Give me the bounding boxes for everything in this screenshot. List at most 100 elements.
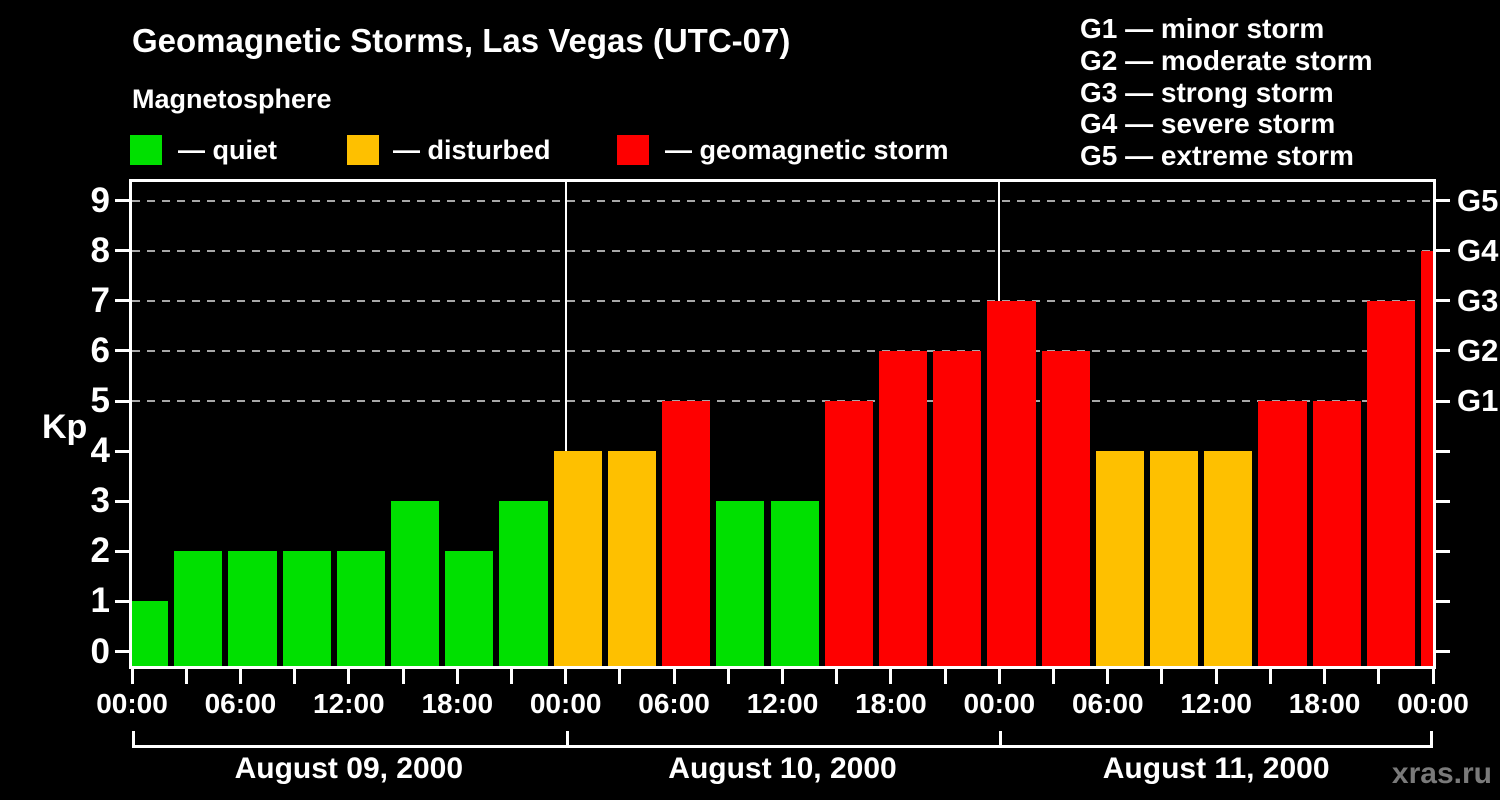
- x-axis-tick: [835, 669, 839, 684]
- date-label: August 11, 2000: [1102, 752, 1330, 785]
- x-axis-tick: [1377, 669, 1381, 684]
- x-axis-tick: [1160, 669, 1164, 684]
- gridline-kp7: [132, 299, 1433, 302]
- kp-bar: [336, 551, 386, 666]
- x-time-label: 00:00: [529, 688, 602, 719]
- legend-swatch-storm: [617, 135, 649, 165]
- kp-bar: [391, 501, 440, 666]
- g-level-label: G2: [1457, 332, 1499, 368]
- y-tick-label: 1: [90, 581, 110, 621]
- kp-bar: [499, 501, 548, 666]
- x-axis-tick: [726, 669, 730, 684]
- x-axis-tick: [1268, 669, 1272, 684]
- x-time-label: 06:00: [1071, 688, 1144, 719]
- y-axis-tick: [115, 249, 130, 253]
- y-tick-label: 9: [90, 180, 110, 220]
- y-tick-label: 5: [90, 381, 110, 420]
- x-axis-tick: [889, 669, 893, 684]
- kp-bar: [824, 401, 873, 666]
- kp-bar: [1258, 401, 1307, 666]
- x-time-label: 00:00: [963, 688, 1036, 719]
- kp-bar: [1312, 401, 1361, 666]
- day-bracket-tick: [132, 731, 135, 746]
- g-level-label: G1: [1457, 383, 1499, 418]
- gridline-kp6: [132, 349, 1433, 352]
- right-axis-tick: [1435, 199, 1450, 203]
- x-axis-tick: [1323, 669, 1327, 684]
- y-axis-tick: [115, 549, 130, 553]
- y-tick-label: 7: [90, 280, 110, 320]
- x-axis-tick: [1431, 669, 1435, 684]
- day-bracket: [132, 745, 1433, 748]
- x-time-label: 00:00: [96, 688, 168, 719]
- kp-bar: [1366, 300, 1415, 666]
- x-axis-tick: [672, 669, 676, 684]
- x-axis-tick: [997, 669, 1001, 684]
- kp-bar: [716, 501, 765, 666]
- right-axis-tick: [1435, 399, 1450, 403]
- x-time-label: 12:00: [746, 688, 819, 719]
- gridline-kp9: [132, 199, 1433, 202]
- kp-bar: [1204, 451, 1253, 666]
- kp-bar: [228, 551, 277, 666]
- legend-swatch-quiet: [130, 135, 162, 165]
- gridline-kp5: [132, 400, 1433, 402]
- y-tick-label: 8: [90, 230, 110, 270]
- kp-bar: [553, 451, 602, 666]
- day-bracket-tick: [565, 731, 569, 746]
- x-time-label: 00:00: [1397, 688, 1469, 719]
- storm-scale-item: G5 — extreme storm: [1080, 140, 1354, 172]
- y-axis-tick: [115, 599, 130, 603]
- day-separator: [564, 182, 567, 666]
- kp-bar: [770, 501, 819, 666]
- kp-bar: [933, 350, 982, 666]
- x-axis-tick: [564, 669, 568, 684]
- kp-bar: [1421, 250, 1433, 666]
- date-label: August 10, 2000: [668, 752, 897, 785]
- y-axis-tick: [115, 449, 130, 453]
- legend-label-quiet: — quiet: [178, 135, 277, 165]
- x-axis-tick: [347, 669, 351, 684]
- storm-scale-legend: G1 — minor storm G2 — moderate storm G3 — …: [1080, 13, 1373, 172]
- x-axis-tick: [509, 669, 513, 684]
- legend-label-disturbed: — disturbed: [393, 135, 551, 165]
- right-axis-tick: [1435, 499, 1450, 503]
- x-axis-tick: [455, 669, 459, 684]
- right-axis-tick: [1435, 449, 1450, 453]
- x-time-label: 18:00: [855, 688, 927, 719]
- g-level-label: G3: [1457, 282, 1499, 318]
- kp-bar: [174, 551, 223, 666]
- x-axis-tick: [1052, 669, 1056, 684]
- y-axis-tick: [115, 499, 130, 503]
- plot-frame: [129, 179, 1436, 669]
- kp-bar: [987, 300, 1036, 666]
- right-axis-tick: [1435, 599, 1450, 603]
- right-axis-tick: [1435, 299, 1450, 303]
- chart-subtitle: Magnetosphere: [132, 84, 332, 114]
- kp-bar: [132, 601, 169, 666]
- g-level-label: G4: [1457, 232, 1499, 268]
- y-tick-label: 3: [90, 481, 110, 521]
- legend-label-storm: — geomagnetic storm: [665, 135, 949, 165]
- y-tick-label: 0: [90, 631, 110, 671]
- x-axis-tick: [781, 669, 784, 684]
- right-axis-tick: [1435, 349, 1450, 353]
- storm-scale-item: G2 — moderate storm: [1080, 44, 1373, 76]
- kp-bar: [878, 350, 928, 666]
- y-axis-tick: [115, 349, 130, 353]
- x-time-label: 06:00: [638, 688, 710, 719]
- day-bracket-tick: [1430, 731, 1433, 746]
- y-axis-tick: [115, 650, 130, 653]
- y-tick-label: 4: [90, 431, 110, 471]
- date-label: August 09, 2000: [234, 752, 464, 785]
- kp-bar: [662, 401, 711, 666]
- x-axis-tick: [1106, 669, 1110, 684]
- gridline-kp8: [132, 249, 1433, 252]
- right-axis-tick: [1435, 249, 1450, 253]
- x-axis-tick: [184, 669, 188, 684]
- kp-bar: [445, 551, 494, 666]
- kp-bar: [282, 551, 331, 666]
- y-tick-label: 6: [90, 330, 110, 370]
- x-axis-tick: [293, 669, 297, 684]
